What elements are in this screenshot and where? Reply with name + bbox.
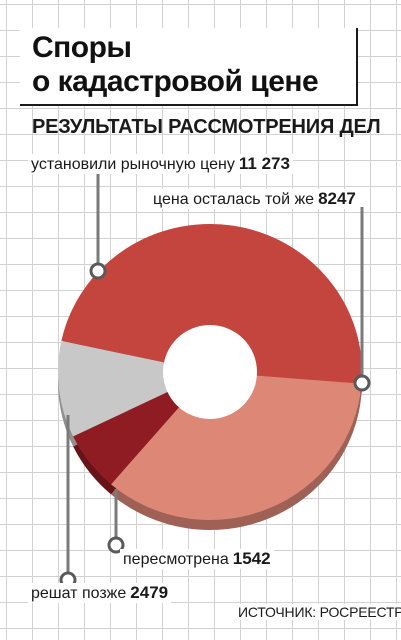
chart-subtitle: РЕЗУЛЬТАТЫ РАССМОТРЕНИЯ ДЕЛ (32, 116, 381, 138)
slice-label-market: установили рыночную цену (31, 156, 235, 173)
slice-label-same: цена осталась той же (153, 191, 315, 208)
slice-value-review: 1542 (232, 549, 271, 568)
donut-hole (163, 325, 257, 419)
leader-marker-same (353, 374, 371, 392)
slice-label-later: решат позже (31, 585, 127, 602)
slice-value-later: 2479 (130, 583, 169, 602)
callout-price-unchanged: цена осталась той же 8247 (150, 189, 359, 209)
leader-marker-review (107, 536, 125, 554)
callout-decide-later: решат позже 2479 (28, 583, 172, 603)
leader-marker-market (89, 262, 107, 280)
callout-lines (59, 170, 371, 589)
title-line-1: Споры (32, 31, 132, 64)
callout-market-price: установили рыночную цену 11 273 (28, 154, 293, 174)
callout-revised: пересмотрена 1542 (120, 549, 274, 569)
slice-value-same: 8247 (318, 189, 356, 208)
slice-value-market: 11 273 (238, 154, 290, 173)
source-note: ИСТОЧНИК: РОСРЕЕСТР (236, 604, 401, 620)
title-line-2: о кадастровой цене (32, 65, 319, 98)
title-box: Споры о кадастровой цене (20, 28, 358, 106)
slice-label-review: пересмотрена (123, 551, 229, 568)
slice-market (61, 224, 362, 384)
slice-same (111, 372, 362, 521)
